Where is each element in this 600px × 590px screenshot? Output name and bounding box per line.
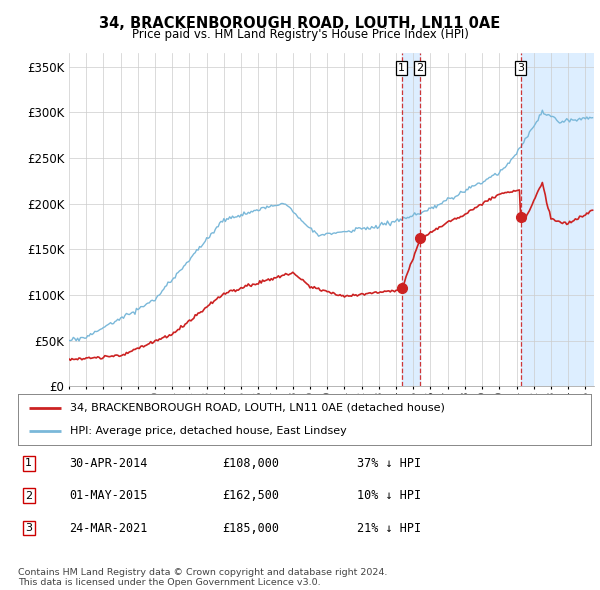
Text: 1: 1 [25,458,32,468]
Text: £185,000: £185,000 [222,522,279,535]
Bar [402,53,419,386]
Text: 24-MAR-2021: 24-MAR-2021 [69,522,148,535]
Text: Price paid vs. HM Land Registry's House Price Index (HPI): Price paid vs. HM Land Registry's House … [131,28,469,41]
Text: 2: 2 [416,63,423,73]
Bar [521,53,594,386]
Text: 2: 2 [25,491,32,500]
Text: 34, BRACKENBOROUGH ROAD, LOUTH, LN11 0AE (detached house): 34, BRACKENBOROUGH ROAD, LOUTH, LN11 0AE… [70,402,445,412]
Text: 37% ↓ HPI: 37% ↓ HPI [357,457,421,470]
Text: 10% ↓ HPI: 10% ↓ HPI [357,489,421,502]
Text: Contains HM Land Registry data © Crown copyright and database right 2024.
This d: Contains HM Land Registry data © Crown c… [18,568,388,587]
Text: 01-MAY-2015: 01-MAY-2015 [69,489,148,502]
Text: 1: 1 [398,63,405,73]
Text: 3: 3 [25,523,32,533]
Text: £108,000: £108,000 [222,457,279,470]
Text: 3: 3 [517,63,524,73]
Text: 34, BRACKENBOROUGH ROAD, LOUTH, LN11 0AE: 34, BRACKENBOROUGH ROAD, LOUTH, LN11 0AE [100,16,500,31]
Text: HPI: Average price, detached house, East Lindsey: HPI: Average price, detached house, East… [70,427,346,437]
Text: 21% ↓ HPI: 21% ↓ HPI [357,522,421,535]
Text: 30-APR-2014: 30-APR-2014 [69,457,148,470]
Text: £162,500: £162,500 [222,489,279,502]
